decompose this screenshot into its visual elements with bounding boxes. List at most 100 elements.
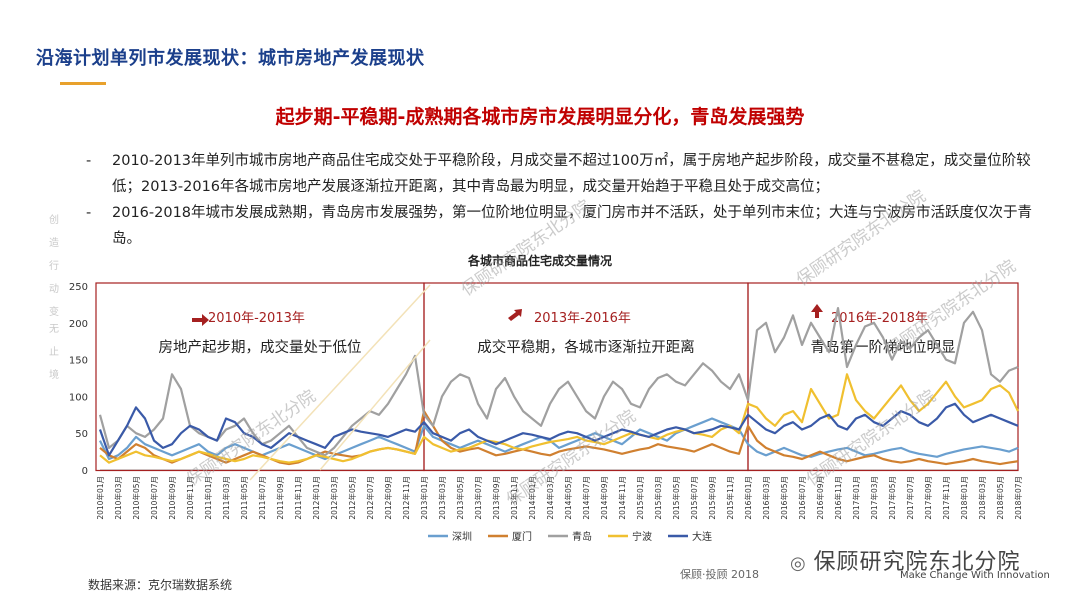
- side-watermark-char: 创: [49, 215, 59, 226]
- x-tick-label: 2011年07月: [257, 476, 267, 520]
- x-tick-label: 2011年09月: [275, 476, 285, 520]
- x-tick-label: 2015年03月: [653, 476, 663, 520]
- chart-title: 各城市商品住宅成交量情况: [467, 254, 612, 268]
- x-tick-label: 2011年05月: [239, 476, 249, 520]
- x-tick-label: 2017年09月: [923, 476, 933, 520]
- x-tick-label: 2015年09月: [707, 476, 717, 520]
- x-tick-label: 2018年05月: [995, 476, 1005, 520]
- bullet-item: - 2010-2013年单列市城市房地产商品住宅成交处于平稳阶段，月成交量不超过…: [86, 148, 1046, 200]
- y-tick-label: 50: [75, 429, 88, 440]
- x-tick-label: 2013年01月: [419, 476, 429, 520]
- y-tick-label: 0: [82, 466, 88, 477]
- x-tick-label: 2017年07月: [905, 476, 915, 520]
- x-tick-label: 2010年01月: [95, 476, 105, 520]
- side-watermark-char: 动: [49, 284, 59, 295]
- x-tick-label: 2014年05月: [563, 476, 573, 520]
- period-description: 成交平稳期，各城市逐渐拉开距离: [477, 338, 695, 356]
- y-tick-label: 250: [69, 282, 88, 293]
- x-tick-label: 2016年11月: [833, 476, 843, 520]
- series-line-大连: [98, 402, 1019, 457]
- legend-label: 宁波: [632, 530, 652, 543]
- x-tick-label: 2012年07月: [365, 476, 375, 520]
- arrow-right-icon: [192, 314, 209, 326]
- x-tick-label: 2015年11月: [725, 476, 735, 520]
- y-tick-label: 200: [69, 319, 88, 330]
- y-tick-label: 150: [69, 356, 88, 367]
- data-source: 数据来源：克尔瑞数据系统: [88, 578, 233, 592]
- decor-line: [319, 339, 431, 471]
- x-tick-label: 2010年11月: [185, 476, 195, 520]
- legend-label: 厦门: [512, 530, 532, 543]
- x-tick-label: 2016年03月: [761, 476, 771, 520]
- x-tick-label: 2013年03月: [437, 476, 447, 520]
- wechat-name: 保顾研究院东北分院: [813, 550, 1021, 575]
- x-tick-label: 2010年03月: [113, 476, 123, 520]
- period-label: 2016年-2018年: [831, 311, 928, 326]
- x-tick-label: 2016年01月: [743, 476, 753, 520]
- legend-label: 青岛: [572, 530, 592, 543]
- bullet-dash: -: [86, 153, 92, 169]
- period-description: 房地产起步期，成交量处于低位: [159, 338, 362, 356]
- x-tick-label: 2014年11月: [617, 476, 627, 520]
- legend-label: 大连: [692, 530, 712, 543]
- x-tick-label: 2017年03月: [869, 476, 879, 520]
- period-description: 青岛第一阶梯地位明显: [811, 338, 956, 356]
- bullet-dash: -: [86, 205, 92, 221]
- series-line-宁波: [99, 373, 1019, 464]
- x-tick-label: 2016年05月: [779, 476, 789, 520]
- x-tick-label: 2011年11月: [293, 476, 303, 520]
- x-tick-label: 2014年07月: [581, 476, 591, 520]
- x-tick-label: 2015年05月: [671, 476, 681, 520]
- x-tick-label: 2018年07月: [1013, 476, 1023, 520]
- x-tick-label: 2012年09月: [383, 476, 393, 520]
- x-tick-label: 2015年07月: [689, 476, 699, 520]
- bullet-text: 2010-2013年单列市城市房地产商品住宅成交处于平稳阶段，月成交量不超过10…: [112, 153, 1031, 195]
- footer-tagline: Make Change With Innovation: [900, 570, 1050, 581]
- x-tick-label: 2012年05月: [347, 476, 357, 520]
- y-tick-label: 100: [69, 392, 88, 403]
- title-underline: [60, 82, 106, 85]
- footer-logo: 保顾·投顾 2018: [680, 568, 759, 581]
- x-tick-label: 2010年09月: [167, 476, 177, 520]
- side-watermark-char: 止: [49, 347, 59, 358]
- period-label: 2010年-2013年: [208, 311, 305, 326]
- x-tick-label: 2013年11月: [509, 476, 519, 520]
- x-tick-label: 2018年03月: [977, 476, 987, 520]
- x-tick-label: 2013年07月: [473, 476, 483, 520]
- side-watermark-char: 行: [49, 261, 59, 272]
- x-tick-label: 2012年03月: [329, 476, 339, 520]
- side-watermark-char: 境: [49, 370, 59, 381]
- side-watermark-char: 造: [49, 238, 59, 249]
- x-tick-label: 2011年01月: [203, 476, 213, 520]
- x-tick-label: 2015年01月: [635, 476, 645, 520]
- wechat-watermark: ◎ 保顾研究院东北分院: [790, 544, 1020, 576]
- decor-line: [249, 284, 431, 481]
- period-box: [747, 282, 1019, 472]
- section-title: 起步期-平稳期-成熟期各城市房市发展明显分化，青岛发展强势: [275, 106, 805, 128]
- x-tick-label: 2012年01月: [311, 476, 321, 520]
- x-tick-label: 2013年09月: [491, 476, 501, 520]
- x-tick-label: 2013年05月: [455, 476, 465, 520]
- x-tick-label: 2010年05月: [131, 476, 141, 520]
- series-line-厦门: [99, 410, 1019, 466]
- bullet-list: - 2010-2013年单列市城市房地产商品住宅成交处于平稳阶段，月成交量不超过…: [86, 148, 1046, 252]
- x-tick-label: 2016年09月: [815, 476, 825, 520]
- bullet-text: 2016-2018年城市发展成熟期，青岛房市发展强势，第一位阶地位明显，厦门房市…: [112, 205, 1033, 247]
- page-title: 沿海计划单列市发展现状：城市房地产发展现状: [36, 48, 425, 69]
- x-tick-label: 2018年01月: [959, 476, 969, 520]
- x-tick-label: 2012年11月: [401, 476, 411, 520]
- arrow-up-icon: [811, 304, 823, 318]
- side-watermark-char: 无: [49, 324, 59, 335]
- wechat-icon: ◎: [790, 553, 814, 574]
- period-label: 2013年-2016年: [534, 311, 631, 326]
- x-tick-label: 2014年09月: [599, 476, 609, 520]
- legend-label: 深圳: [452, 531, 472, 543]
- series-line-青岛: [98, 307, 1019, 457]
- x-tick-label: 2011年03月: [221, 476, 231, 520]
- x-tick-label: 2017年05月: [887, 476, 897, 520]
- side-watermark-char: 变: [49, 307, 59, 318]
- arrow-up-right-icon: [508, 309, 522, 321]
- x-tick-label: 2014年03月: [545, 476, 555, 520]
